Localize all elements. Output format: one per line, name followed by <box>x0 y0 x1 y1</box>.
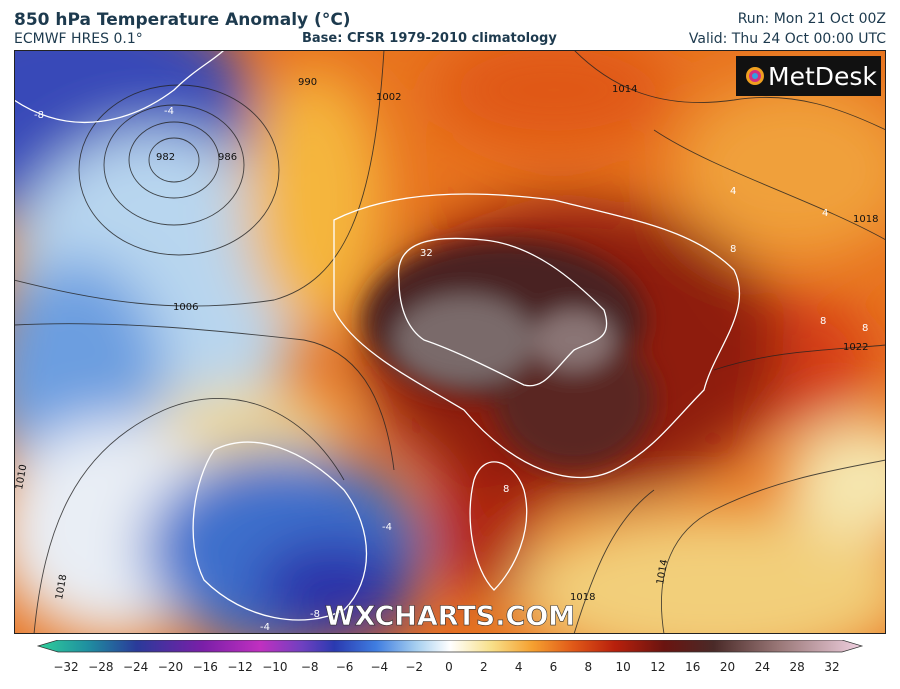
isobar-label: 1018 <box>853 214 878 225</box>
watermark: WXCHARTS.COM <box>325 601 575 632</box>
isobar-label: 1010 <box>14 464 29 491</box>
colorbar-label: −2 <box>405 660 423 674</box>
colorbar-label: 12 <box>650 660 665 674</box>
colorbar-label: 24 <box>755 660 770 674</box>
anomaly-label: 8 <box>862 323 868 334</box>
anomaly-label: 8 <box>820 316 826 327</box>
map-frame <box>14 50 886 634</box>
isobar-label: 1006 <box>173 302 198 313</box>
isobar-label: 1014 <box>655 559 670 586</box>
colorbar-label: −10 <box>262 660 287 674</box>
colorbar-label: 20 <box>720 660 735 674</box>
anomaly-label: 4 <box>730 186 736 197</box>
colorbar-label: 28 <box>790 660 805 674</box>
isobar-label: 990 <box>298 77 317 88</box>
logo: MetDesk <box>768 62 877 91</box>
title: 850 hPa Temperature Anomaly (°C) <box>14 10 351 30</box>
valid: Valid: Thu 24 Oct 00:00 UTC <box>688 31 886 47</box>
colorbar-label: −12 <box>227 660 252 674</box>
anomaly-label: -4 <box>382 522 392 533</box>
isobar-label: 1014 <box>612 84 637 95</box>
anomaly-field <box>14 50 886 634</box>
map: MetDesk WXCHARTS.COM 990 982 986 1002 1006 10… <box>14 50 886 634</box>
anomaly-label: -4 <box>260 622 270 633</box>
colorbar: −32 −28 −24 −20 −16 −12 −10 −8 −6 −4 −2 0 2 4 6 8 10 12 16… <box>36 640 864 674</box>
colorbar-label: −32 <box>53 660 78 674</box>
colorbar-ramp <box>36 640 864 653</box>
base: Base: CFSR 1979-2010 climatology <box>302 31 557 46</box>
anomaly-label: 8 <box>730 244 736 255</box>
isobar-label: 982 <box>156 152 175 163</box>
isobar-label: 1002 <box>376 92 401 103</box>
isobar-label: 1022 <box>843 342 868 353</box>
isobar-label: 1018 <box>54 574 69 601</box>
isobar-label: 986 <box>218 152 237 163</box>
isobars <box>14 50 886 634</box>
colorbar-label: −20 <box>158 660 183 674</box>
model: ECMWF HRES 0.1° <box>14 31 143 47</box>
anomaly-label: 8 <box>503 484 509 495</box>
colorbar-label: −24 <box>123 660 148 674</box>
run: Run: Mon 21 Oct 00Z <box>737 11 886 27</box>
anomaly-label: 4 <box>822 208 828 219</box>
colorbar-label: 32 <box>824 660 839 674</box>
logo-icon <box>746 67 764 85</box>
colorbar-label: 8 <box>584 660 592 674</box>
colorbar-label: −16 <box>193 660 218 674</box>
anomaly-contours <box>14 50 741 621</box>
anomaly-label: -4 <box>164 106 174 117</box>
anomaly-label: -8 <box>310 609 320 620</box>
colorbar-label: −4 <box>371 660 389 674</box>
colorbar-label: 4 <box>515 660 523 674</box>
colorbar-label: −8 <box>301 660 319 674</box>
colorbar-label: 2 <box>480 660 488 674</box>
anomaly-label: 32 <box>420 248 433 259</box>
colorbar-label: −6 <box>336 660 354 674</box>
anomaly-label: -8 <box>34 110 44 121</box>
colorbar-label: 6 <box>550 660 558 674</box>
colorbar-label: 16 <box>685 660 700 674</box>
colorbar-label: 10 <box>615 660 630 674</box>
colorbar-label: 0 <box>445 660 453 674</box>
isobar-label: 1018 <box>570 592 595 603</box>
colorbar-label: −28 <box>88 660 113 674</box>
